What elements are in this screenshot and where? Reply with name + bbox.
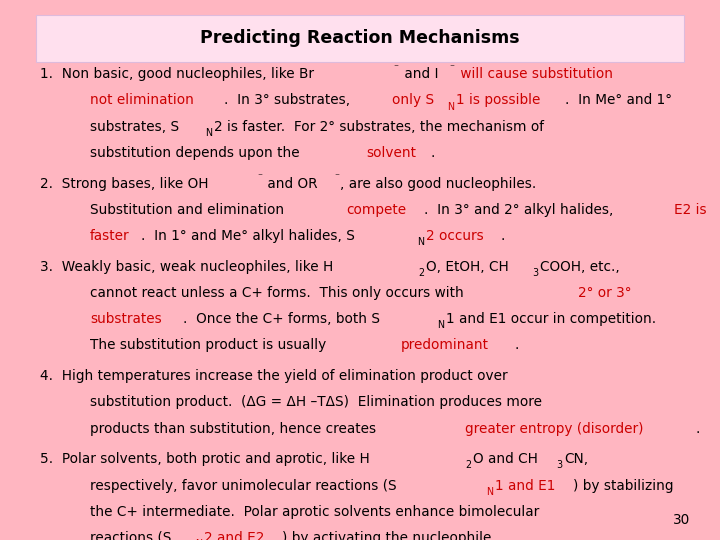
Text: 2: 2 xyxy=(418,268,424,278)
Text: The substitution product is usually: The substitution product is usually xyxy=(90,339,330,353)
Text: Substitution and elimination: Substitution and elimination xyxy=(90,203,289,217)
Text: the C+ intermediate.  Polar aprotic solvents enhance bimolecular: the C+ intermediate. Polar aprotic solve… xyxy=(90,505,539,519)
Text: products than substitution, hence creates: products than substitution, hence create… xyxy=(90,422,380,436)
Text: 1 is possible: 1 is possible xyxy=(456,93,540,107)
Text: greater entropy (disorder): greater entropy (disorder) xyxy=(465,422,644,436)
Text: 30: 30 xyxy=(673,512,690,526)
Text: N: N xyxy=(417,237,424,247)
Text: .  Once the C+ forms, both S: . Once the C+ forms, both S xyxy=(183,312,379,326)
Text: respectively, favor unimolecular reactions (S: respectively, favor unimolecular reactio… xyxy=(90,478,397,492)
Text: compete: compete xyxy=(346,203,406,217)
Text: .  In 3° substrates,: . In 3° substrates, xyxy=(224,93,354,107)
Text: .  In 1° and Me° alkyl halides, S: . In 1° and Me° alkyl halides, S xyxy=(141,229,355,243)
Text: reactions (S: reactions (S xyxy=(90,531,171,540)
Text: 2.  Strong bases, like OH: 2. Strong bases, like OH xyxy=(40,177,208,191)
Text: faster: faster xyxy=(90,229,130,243)
Text: ⁻: ⁻ xyxy=(449,63,454,73)
Text: 3: 3 xyxy=(557,461,562,470)
Text: N: N xyxy=(437,320,444,330)
Text: N: N xyxy=(447,102,454,112)
Text: 1 and E1: 1 and E1 xyxy=(495,478,555,492)
Text: ⁻: ⁻ xyxy=(257,173,262,183)
Text: N: N xyxy=(195,539,202,540)
Text: only S: only S xyxy=(392,93,435,107)
Text: 2 and E2: 2 and E2 xyxy=(204,531,264,540)
Text: not elimination: not elimination xyxy=(90,93,194,107)
Text: cannot react unless a C+ forms.  This only occurs with: cannot react unless a C+ forms. This onl… xyxy=(90,286,468,300)
Text: 1 and E1 occur in competition.: 1 and E1 occur in competition. xyxy=(446,312,656,326)
Text: , are also good nucleophiles.: , are also good nucleophiles. xyxy=(341,177,536,191)
Text: 3: 3 xyxy=(533,268,539,278)
Text: 5.  Polar solvents, both protic and aprotic, like H: 5. Polar solvents, both protic and aprot… xyxy=(40,453,369,467)
Text: 2 is faster.  For 2° substrates, the mechanism of: 2 is faster. For 2° substrates, the mech… xyxy=(214,120,544,134)
Text: .: . xyxy=(696,422,700,436)
Text: E2 is: E2 is xyxy=(674,203,706,217)
Text: predominant: predominant xyxy=(400,339,488,353)
Text: .: . xyxy=(431,146,435,160)
Text: COOH, etc.,: COOH, etc., xyxy=(541,260,620,274)
Text: 2: 2 xyxy=(465,461,471,470)
Text: 2° or 3°: 2° or 3° xyxy=(578,286,631,300)
Text: solvent: solvent xyxy=(366,146,416,160)
Text: O and CH: O and CH xyxy=(473,453,538,467)
Text: substrates: substrates xyxy=(90,312,162,326)
FancyBboxPatch shape xyxy=(36,15,684,62)
Text: Predicting Reaction Mechanisms: Predicting Reaction Mechanisms xyxy=(200,29,520,47)
Text: ⁻: ⁻ xyxy=(393,63,398,73)
Text: ⁻: ⁻ xyxy=(334,173,339,183)
Text: CN,: CN, xyxy=(564,453,588,467)
Text: .  In Me° and 1°: . In Me° and 1° xyxy=(564,93,672,107)
Text: will cause substitution: will cause substitution xyxy=(456,68,613,82)
Text: 4.  High temperatures increase the yield of elimination product over: 4. High temperatures increase the yield … xyxy=(40,369,507,383)
Text: 3.  Weakly basic, weak nucleophiles, like H: 3. Weakly basic, weak nucleophiles, like… xyxy=(40,260,333,274)
Text: 2 occurs: 2 occurs xyxy=(426,229,484,243)
Text: and OR: and OR xyxy=(264,177,318,191)
Text: O, EtOH, CH: O, EtOH, CH xyxy=(426,260,508,274)
Text: ) by activating the nucleophile.: ) by activating the nucleophile. xyxy=(282,531,495,540)
Text: .: . xyxy=(500,229,505,243)
Text: substrates, S: substrates, S xyxy=(90,120,179,134)
Text: substitution depends upon the: substitution depends upon the xyxy=(90,146,304,160)
Text: .: . xyxy=(514,339,518,353)
Text: .  In 3° and 2° alkyl halides,: . In 3° and 2° alkyl halides, xyxy=(423,203,618,217)
Text: ) by stabilizing: ) by stabilizing xyxy=(572,478,673,492)
Text: N: N xyxy=(205,128,212,138)
Text: N: N xyxy=(486,487,492,497)
Text: substitution product.  (ΔG = ΔH –TΔS)  Elimination produces more: substitution product. (ΔG = ΔH –TΔS) Eli… xyxy=(90,395,542,409)
Text: and I: and I xyxy=(400,68,438,82)
Text: 1.  Non basic, good nucleophiles, like Br: 1. Non basic, good nucleophiles, like Br xyxy=(40,68,314,82)
